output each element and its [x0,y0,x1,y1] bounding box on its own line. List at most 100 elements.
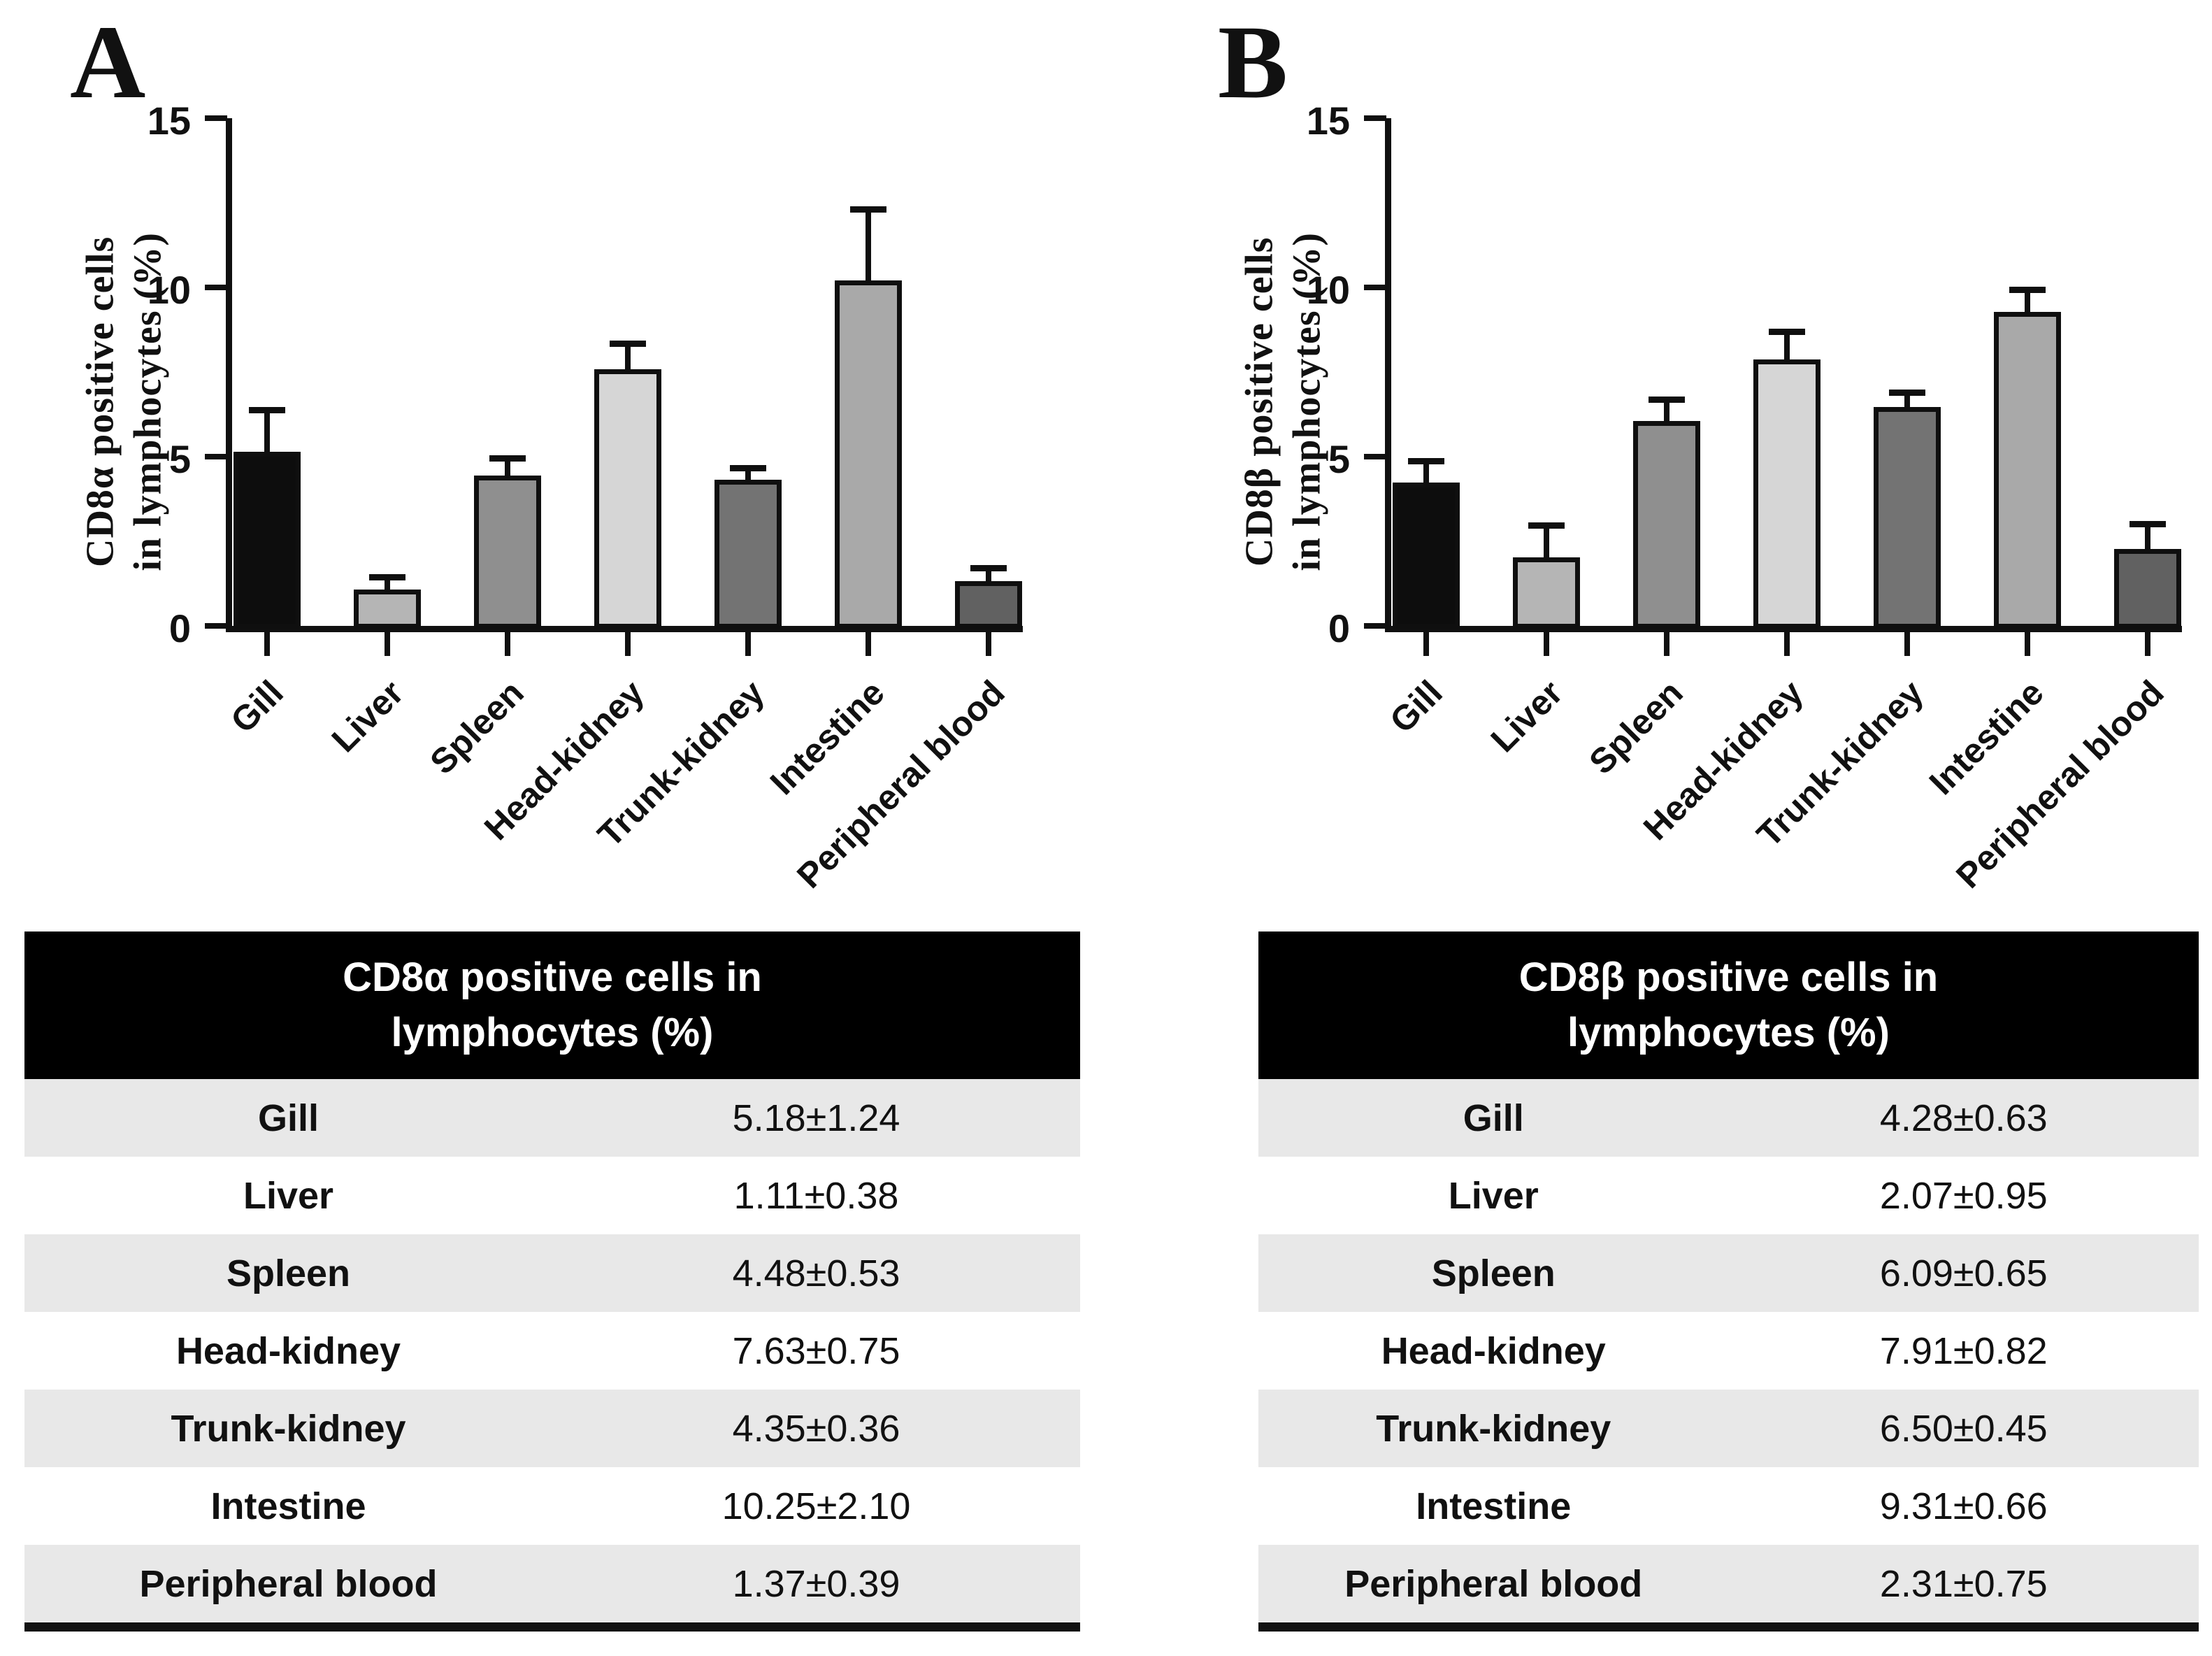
table-row: Head-kidney 7.63±0.75 [24,1312,1080,1390]
error-bar-stem [505,457,510,479]
table-cell-organ: Spleen [226,1252,351,1294]
bar [474,476,541,629]
table-row: Spleen 4.48±0.53 [24,1234,1080,1312]
table-cell-organ: Gill [1463,1097,1524,1139]
table-cell-organ: Peripheral blood [139,1562,438,1605]
table-cell-value: 7.91±0.82 [1879,1329,2048,1372]
table-row: Peripheral blood 2.31±0.75 [1258,1545,2199,1622]
y-axis-line [226,118,232,632]
table-header: CD8β positive cells in lymphocytes (%) [1258,932,2199,1079]
panel-letter: B [1218,4,1288,120]
x-axis-line [1385,626,2182,632]
x-tick-mark [1664,632,1669,656]
y-tick-mark [205,285,227,290]
x-tick-mark [986,632,991,656]
table-cell-value: 6.50±0.45 [1879,1407,2048,1450]
error-bar-stem [385,576,390,593]
bar [1513,557,1580,629]
table-row: Trunk-kidney 6.50±0.45 [1258,1390,2199,1467]
error-bar-stem [264,410,270,455]
error-bar-cap [369,573,405,580]
error-bar-cap [2130,520,2166,527]
error-bar-cap [1889,389,1925,396]
error-bar-cap [2009,287,2046,294]
bar [1994,312,2061,629]
table-cell-value: 6.09±0.65 [1879,1252,2048,1294]
error-bar-stem [1544,524,1549,560]
error-bar-stem [1423,461,1429,485]
y-axis-line [1385,118,1391,632]
table-cell-organ: Peripheral blood [1344,1562,1643,1605]
error-bar-cap [730,465,766,472]
table-cd8a: CD8α positive cells in lymphocytes (%) Gi… [24,932,1080,1632]
error-bar-stem [866,209,871,283]
table-cell-value: 4.48±0.53 [732,1252,900,1294]
bar [835,280,902,629]
bar [1633,421,1700,629]
x-tick-mark [2025,632,2030,656]
error-bar-cap [1769,329,1805,336]
table-row: Peripheral blood 1.37±0.39 [24,1545,1080,1622]
x-axis-line [226,626,1023,632]
x-tick-mark [264,632,270,656]
y-tick-label: 10 [1306,268,1350,312]
error-bar-cap [610,341,646,348]
error-bar-cap [489,455,526,462]
bar [594,369,661,629]
x-tick-mark [1784,632,1790,656]
table-cell-organ: Gill [257,1097,319,1139]
table-row: Liver 1.11±0.38 [24,1157,1080,1234]
y-tick-mark [1364,454,1386,459]
table-cell-organ: Spleen [1431,1252,1556,1294]
y-tick-label: 0 [168,606,191,650]
bar [1753,359,1820,629]
table-row: Gill 4.28±0.63 [1258,1079,2199,1157]
y-tick-label: 5 [1328,437,1350,481]
error-bar-cap [1649,396,1685,403]
y-tick-mark [1364,115,1386,121]
error-bar-cap [850,206,886,213]
error-bar-stem [745,468,751,483]
error-bar-cap [1408,458,1444,465]
table-cell-value: 9.31±0.66 [1879,1485,2048,1527]
error-bar-stem [625,343,631,372]
x-tick-mark [1904,632,1910,656]
table-row: Head-kidney 7.91±0.82 [1258,1312,2199,1390]
x-tick-mark [745,632,751,656]
x-tick-mark [1423,632,1429,656]
error-bar-stem [2025,290,2030,315]
table-cell-organ: Intestine [1416,1485,1572,1527]
table-cell-value: 10.25±2.10 [721,1485,911,1527]
y-tick-label: 0 [1328,606,1350,650]
error-bar-stem [1904,392,1910,411]
error-bar-stem [2145,523,2150,552]
table-cell-value: 4.35±0.36 [732,1407,900,1450]
table-cell-value: 1.11±0.38 [733,1174,899,1217]
table-cell-value: 4.28±0.63 [1879,1097,2048,1139]
error-bar-cap [1528,522,1565,529]
table-row: Spleen 6.09±0.65 [1258,1234,2199,1312]
bar [234,452,301,629]
table-row: Intestine 10.25±2.10 [24,1467,1080,1545]
x-tick-mark [625,632,631,656]
error-bar-stem [986,567,991,584]
error-bar-cap [970,564,1007,571]
table-cell-organ: Liver [1448,1174,1539,1217]
y-tick-mark [205,454,227,459]
bar [354,590,421,629]
bar [2114,549,2181,629]
table-cell-value: 2.31±0.75 [1879,1562,2048,1605]
bar [714,480,782,629]
table-row: Gill 5.18±1.24 [24,1079,1080,1157]
bar [955,580,1022,629]
x-tick-mark [385,632,390,656]
table-cell-organ: Trunk-kidney [1376,1407,1611,1450]
table-cell-value: 5.18±1.24 [732,1097,900,1139]
error-bar-stem [1664,399,1669,424]
y-tick-label: 15 [147,99,191,143]
table-cell-value: 7.63±0.75 [732,1329,900,1372]
x-tick-mark [2145,632,2150,656]
